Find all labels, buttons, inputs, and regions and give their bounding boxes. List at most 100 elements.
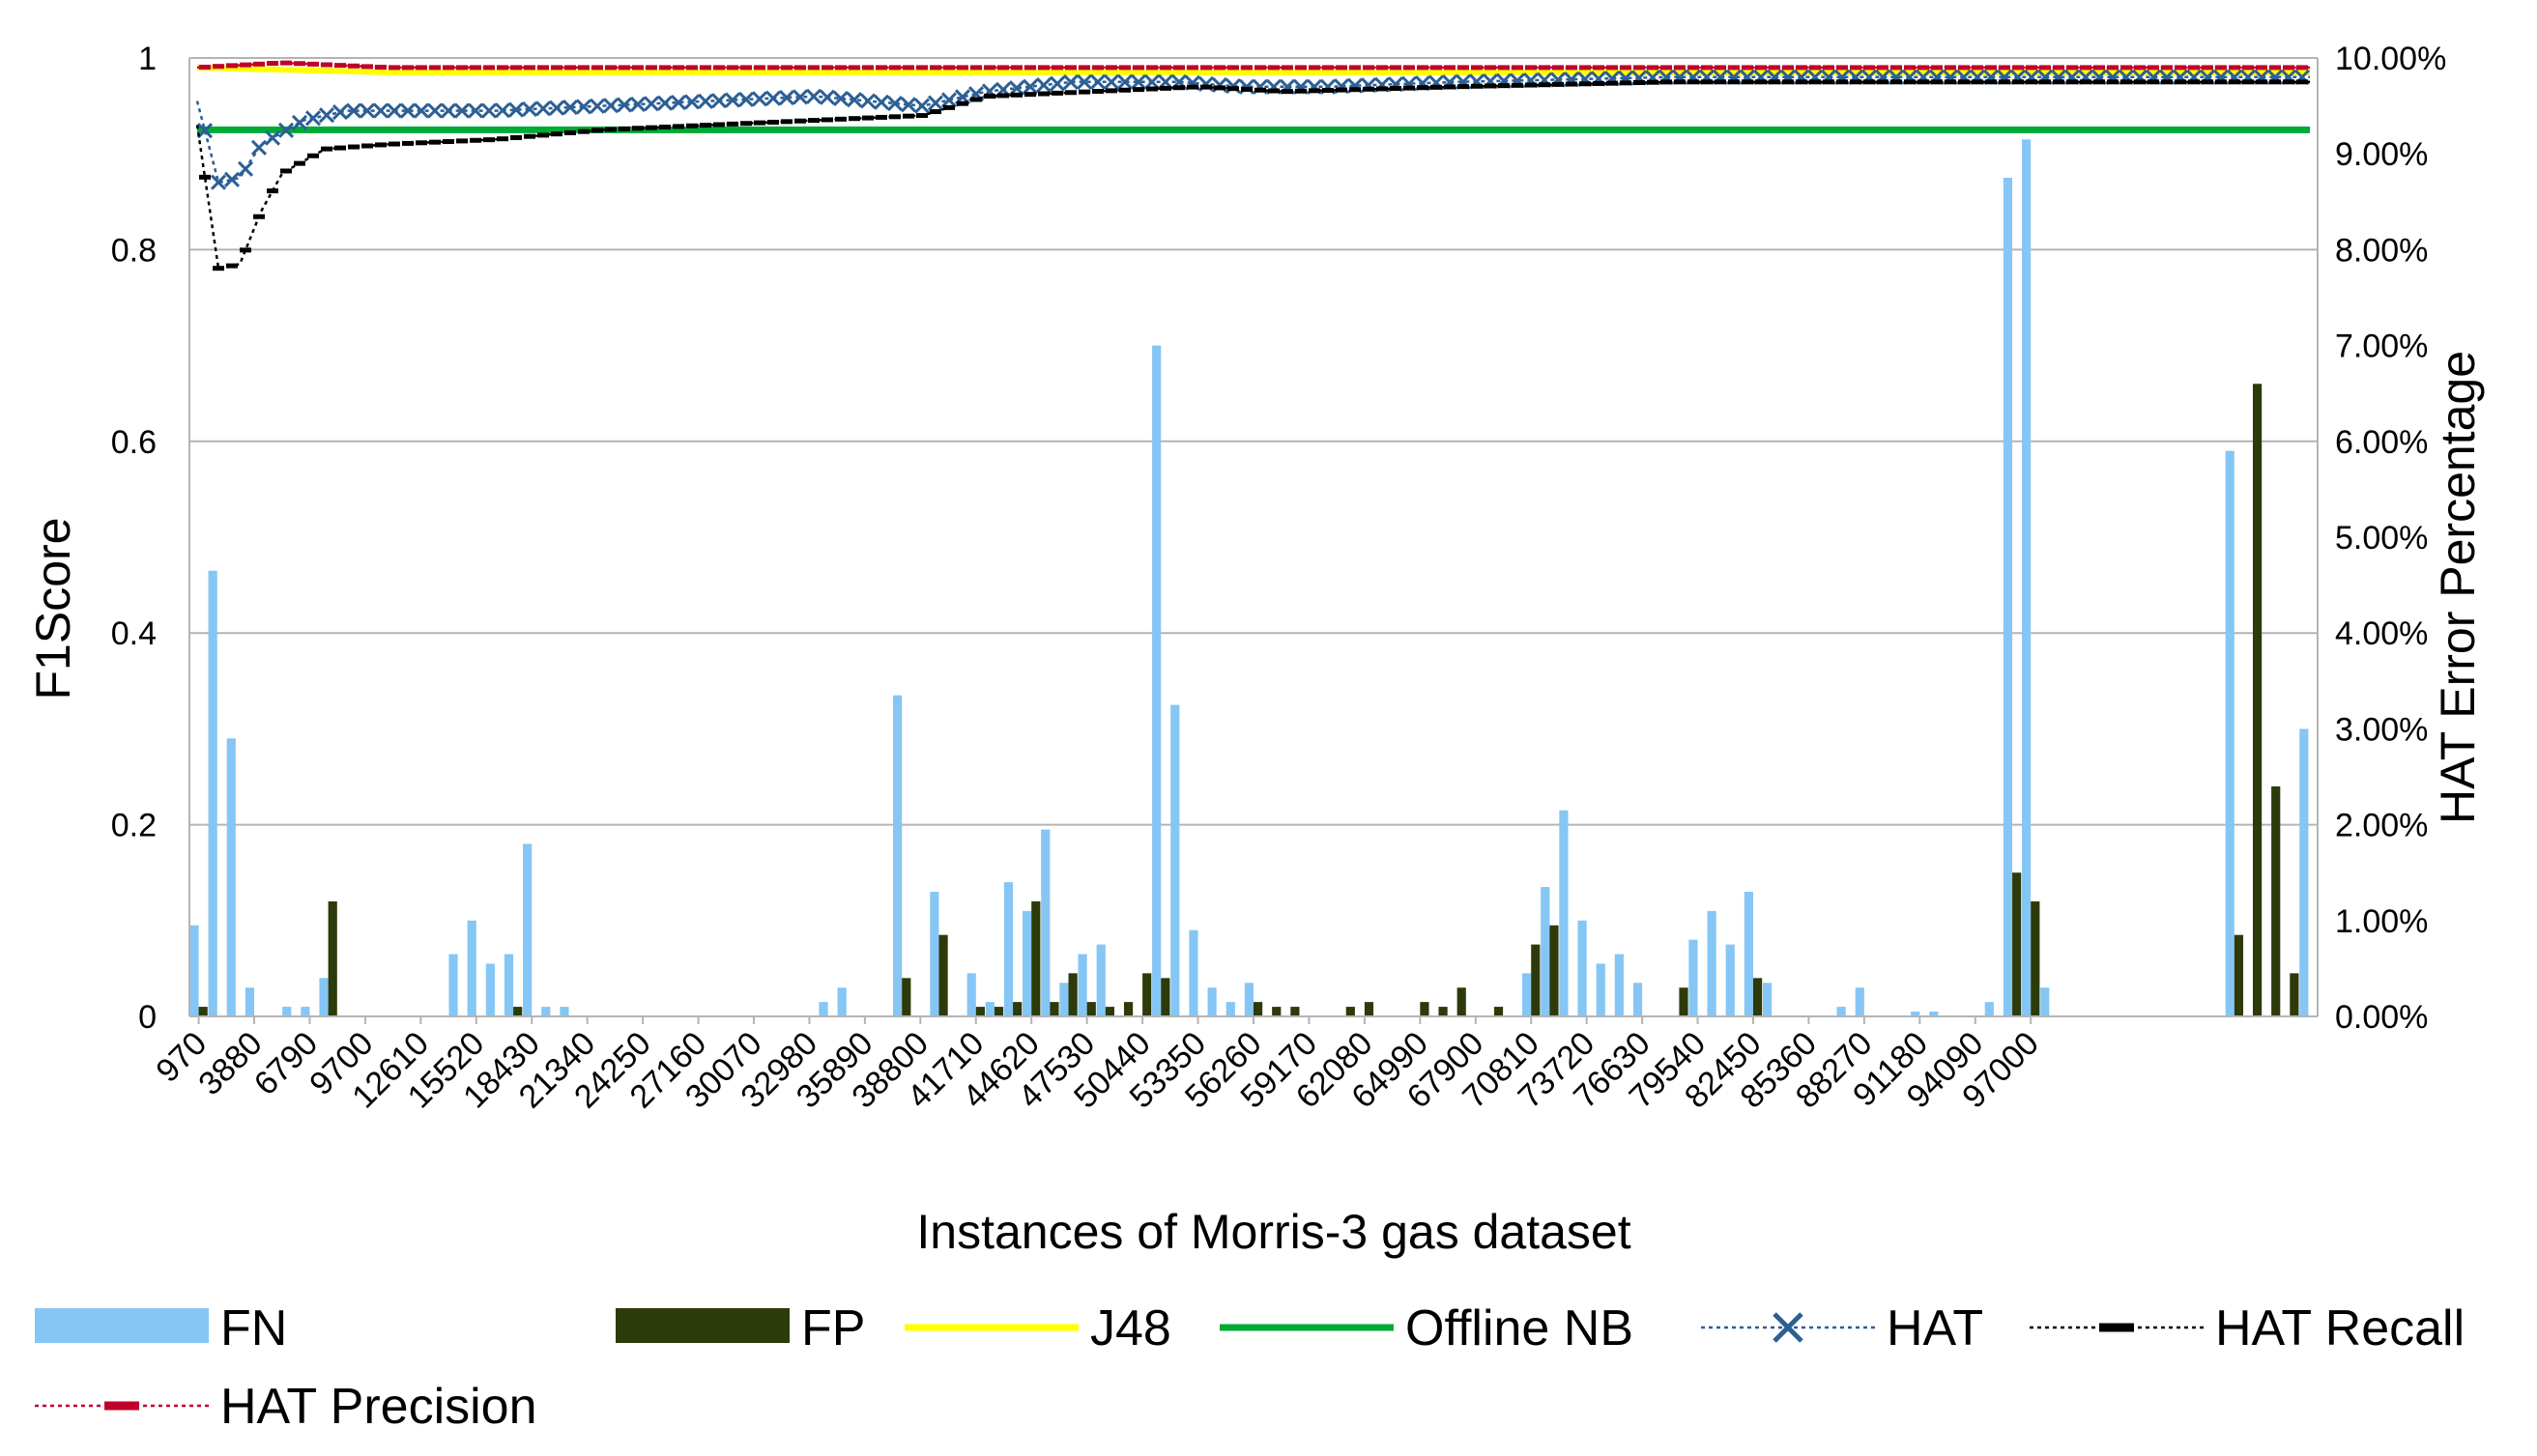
- bar-fn: [2022, 139, 2032, 1016]
- bar-fp: [1272, 1007, 1282, 1016]
- marker-hat: [792, 89, 809, 105]
- bar-fn: [560, 1007, 569, 1016]
- y2-tick-label: 10.00%: [2335, 41, 2446, 77]
- marker-hat: [507, 101, 525, 118]
- bar-fn: [485, 963, 495, 1016]
- legend-label-j48: J48: [1090, 1300, 1171, 1356]
- bar-fn: [504, 954, 514, 1016]
- y2-tick-label: 5.00%: [2335, 520, 2428, 557]
- bar-fp: [1105, 1007, 1115, 1016]
- bar-fn: [448, 954, 458, 1016]
- bar-fp: [1086, 1002, 1096, 1016]
- line-layer: [195, 60, 2311, 271]
- bar-fp: [2234, 934, 2244, 1016]
- bar-fp: [328, 900, 337, 1016]
- legend-label-hat: HAT: [1887, 1300, 1983, 1356]
- axes: 00.20.40.60.810.00%1.00%2.00%3.00%4.00%5…: [111, 41, 2447, 1116]
- bar-fp: [1068, 973, 1078, 1016]
- marker-hat: [656, 95, 674, 111]
- y-tick-label: 0.6: [111, 424, 157, 461]
- marker-hat: [332, 103, 349, 121]
- bar-fp: [1493, 1007, 1504, 1016]
- bar-fn: [301, 1007, 310, 1016]
- y-tick-label: 0.8: [111, 232, 157, 269]
- bar-fn: [1078, 954, 1087, 1016]
- marker-hat: [562, 100, 579, 116]
- marker-hat: [1062, 73, 1080, 91]
- bar-fn: [1207, 987, 1217, 1016]
- marker-hat: [304, 110, 322, 127]
- bar-fn: [1096, 944, 1106, 1016]
- marker-hat: [697, 93, 714, 109]
- y2-tick-label: 6.00%: [2335, 424, 2428, 461]
- marker-hat: [805, 88, 822, 104]
- bar-fn: [930, 892, 939, 1016]
- bar-fn: [1023, 910, 1032, 1016]
- bar-fn: [1189, 929, 1198, 1016]
- y2-axis-title: HAT Error Percentage: [2431, 351, 2485, 824]
- bar-fn: [282, 1007, 292, 1016]
- marker-hat: [1089, 73, 1107, 90]
- y2-tick-label: 2.00%: [2335, 808, 2428, 844]
- marker-hat: [237, 160, 254, 177]
- marker-hat: [900, 97, 917, 113]
- marker-hat: [927, 95, 944, 111]
- y-tick-label: 0.2: [111, 808, 157, 844]
- marker-hat: [426, 102, 444, 119]
- marker-hat: [521, 100, 538, 118]
- bar-fn: [1707, 910, 1716, 1016]
- bar-fn: [1614, 954, 1624, 1016]
- bar-fn: [2003, 178, 2013, 1016]
- bar-fn: [1688, 939, 1698, 1016]
- bar-fp: [1031, 900, 1041, 1016]
- legend-label-fp: FP: [801, 1300, 865, 1356]
- bar-fp: [938, 934, 948, 1016]
- bar-fp: [1161, 978, 1170, 1016]
- marker-hat: [1116, 73, 1134, 90]
- bar-fn: [2299, 728, 2309, 1016]
- marker-hat: [913, 98, 931, 114]
- marker-hat: [1049, 75, 1066, 92]
- bar-fn: [189, 925, 199, 1016]
- y2-tick-label: 9.00%: [2335, 136, 2428, 173]
- marker-hat: [250, 139, 268, 156]
- marker-hat: [751, 91, 768, 107]
- bar-fn: [541, 1007, 551, 1016]
- marker-hat: [399, 102, 417, 119]
- legend-label-fn: FN: [220, 1300, 287, 1356]
- y2-tick-label: 3.00%: [2335, 711, 2428, 748]
- bar-fn: [1911, 1012, 1920, 1016]
- marker-hat: [467, 102, 484, 119]
- bar-fn: [523, 843, 533, 1016]
- bar-fp: [2252, 384, 2263, 1016]
- bar-fn: [985, 1002, 995, 1016]
- bar-fp: [1752, 978, 1763, 1016]
- marker-hat: [819, 89, 836, 105]
- gridlines: [189, 57, 2318, 1017]
- bar-fn: [1041, 829, 1051, 1016]
- marker-hat: [764, 90, 782, 106]
- marker-hat: [386, 102, 403, 119]
- bar-fn: [2225, 450, 2234, 1017]
- marker-hat: [873, 94, 890, 110]
- bar-fn: [1059, 983, 1069, 1016]
- bar-fn: [1577, 920, 1587, 1016]
- marker-hat: [291, 114, 308, 131]
- bar-fn: [1929, 1012, 1939, 1016]
- marker-hat: [534, 100, 552, 117]
- bar-fn: [1725, 944, 1735, 1016]
- marker-hat: [832, 90, 850, 107]
- legend-label-offline-nb: Offline NB: [1405, 1300, 1633, 1356]
- marker-hat: [778, 89, 795, 106]
- legend-marker-hat: [1773, 1312, 1803, 1343]
- bar-fn: [226, 738, 236, 1016]
- bar-fn: [1744, 892, 1753, 1016]
- y-axis-title: F1Score: [26, 518, 80, 700]
- bar-fp: [994, 1007, 1004, 1016]
- marker-hat: [575, 99, 592, 115]
- bar-fp: [1549, 925, 1559, 1016]
- bar-fp: [1254, 1002, 1263, 1016]
- marker-hat: [886, 95, 904, 112]
